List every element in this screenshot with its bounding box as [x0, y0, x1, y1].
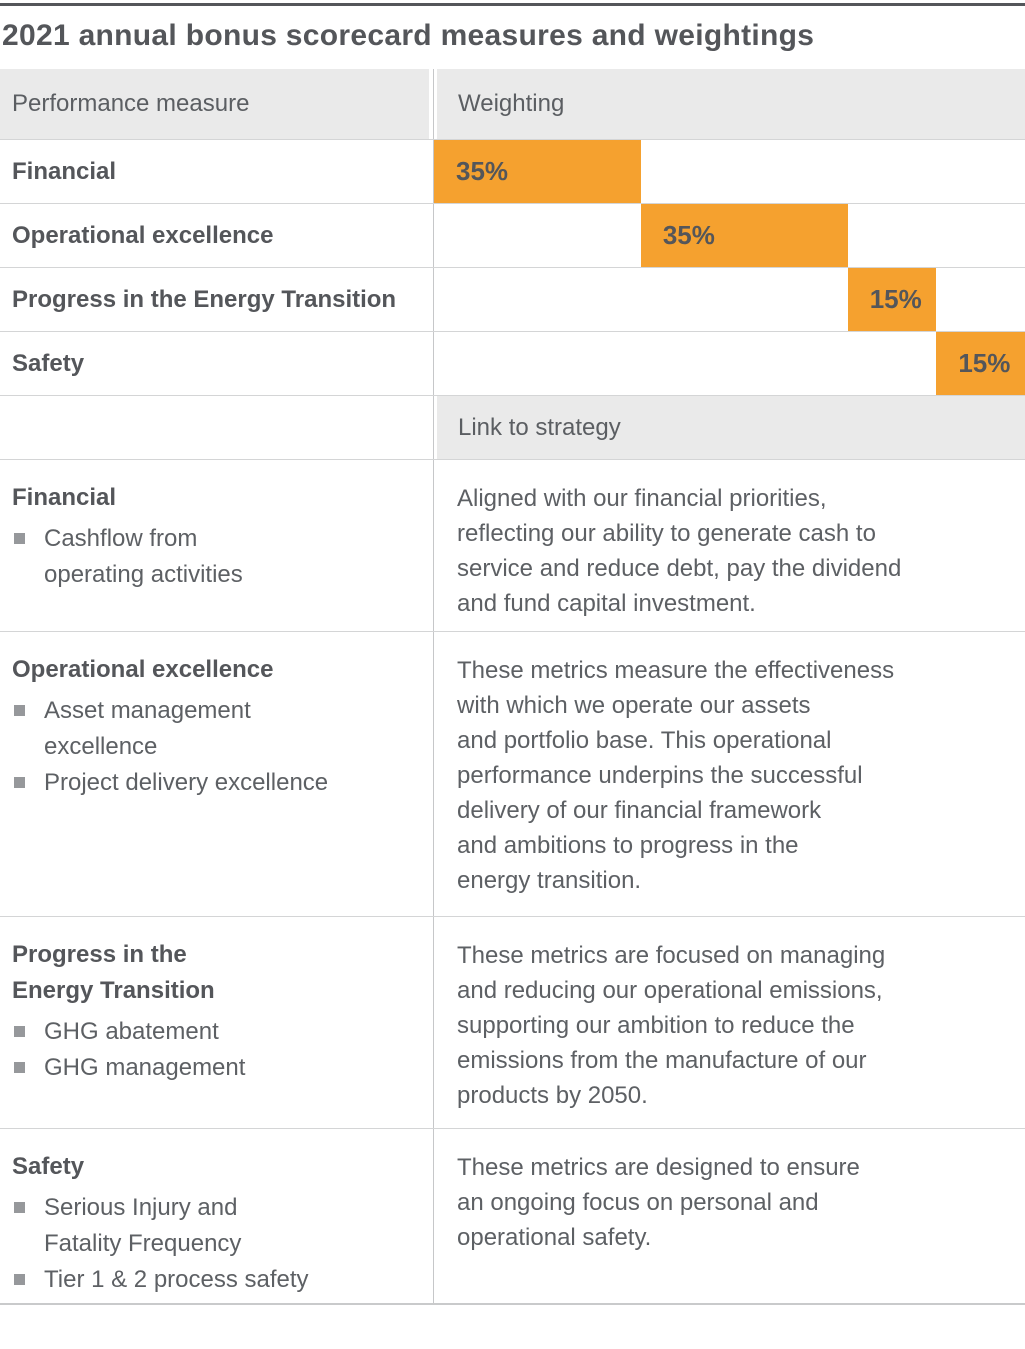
bar-row-financial: Financial 35% — [0, 139, 1025, 203]
strategy-text: Aligned with our financial priorities, r… — [457, 485, 902, 617]
square-bullet-icon — [14, 777, 25, 788]
weighting-bar-safety: 15% — [936, 332, 1025, 395]
weighting-header-cell: Weighting — [433, 69, 1025, 139]
bar-row-operational-excellence: Operational excellence 35% — [0, 203, 1025, 267]
measure-cell: Progress in the Energy Transition GHG ab… — [0, 917, 433, 1128]
square-bullet-icon — [14, 705, 25, 716]
bullet-text: Cashflow from operating activities — [44, 525, 243, 588]
measure-heading: Progress in the Energy Transition — [12, 941, 215, 1004]
detail-row-energy-transition: Progress in the Energy Transition GHG ab… — [0, 916, 1025, 1128]
bullet-text: GHG management — [44, 1054, 246, 1081]
bar-track: 35% — [433, 204, 1025, 267]
measure-bullet-list: Asset management excellence Project deli… — [12, 693, 423, 801]
bar-track: 15% — [433, 268, 1025, 331]
bullet-text: Project delivery excellence — [44, 769, 329, 796]
performance-measure-header-cell: Performance measure — [0, 69, 433, 139]
list-item: GHG management — [12, 1050, 423, 1086]
measure-bullet-list: GHG abatement GHG management — [12, 1014, 423, 1086]
bullet-text: Tier 1 & 2 process safety — [44, 1266, 309, 1293]
list-item: Serious Injury and Fatality Frequency — [12, 1190, 423, 1262]
table-header-row: Performance measure Weighting — [0, 69, 1025, 139]
bar-row-label: Operational excellence — [12, 221, 274, 249]
scorecard-table: Performance measure Weighting Financial … — [0, 69, 1025, 1305]
strategy-text: These metrics are focused on managing an… — [457, 942, 886, 1109]
weighting-bar-operational-excellence: 35% — [640, 204, 848, 267]
measure-cell: Financial Cashflow from operating activi… — [0, 460, 433, 631]
bar-row-energy-transition: Progress in the Energy Transition 15% — [0, 267, 1025, 331]
bar-row-label: Progress in the Energy Transition — [12, 285, 397, 313]
measure-heading: Safety — [12, 1153, 85, 1180]
detail-row-safety: Safety Serious Injury and Fatality Frequ… — [0, 1128, 1025, 1303]
detail-row-operational-excellence: Operational excellence Asset management … — [0, 631, 1025, 916]
measure-bullet-list: Serious Injury and Fatality Frequency Ti… — [12, 1190, 423, 1298]
detail-row-financial: Financial Cashflow from operating activi… — [0, 459, 1025, 631]
strategy-cell: Aligned with our financial priorities, r… — [433, 460, 1025, 631]
bar-row-label: Safety — [12, 349, 85, 377]
strategy-cell: These metrics are focused on managing an… — [433, 917, 1025, 1128]
measure-heading: Financial — [12, 484, 117, 511]
bar-row-safety: Safety 15% — [0, 331, 1025, 395]
link-to-strategy-cell: Link to strategy — [433, 396, 1025, 459]
bullet-text: GHG abatement — [44, 1018, 219, 1045]
square-bullet-icon — [14, 1202, 25, 1213]
weighting-bar-energy-transition: 15% — [847, 268, 937, 331]
weighting-value-label: 15% — [869, 284, 922, 314]
measure-cell: Operational excellence Asset management … — [0, 632, 433, 916]
bullet-text: Asset management excellence — [44, 697, 251, 760]
measure-bullet-list: Cashflow from operating activities — [12, 521, 423, 593]
link-to-strategy-label: Link to strategy — [437, 396, 1025, 459]
bullet-text: Serious Injury and Fatality Frequency — [44, 1194, 242, 1257]
list-item: Asset management excellence — [12, 693, 423, 765]
strategy-cell: These metrics measure the effectiveness … — [433, 632, 1025, 916]
list-item: Project delivery excellence — [12, 765, 423, 801]
strategy-text: These metrics are designed to ensure an … — [457, 1154, 860, 1251]
square-bullet-icon — [14, 1062, 25, 1073]
performance-measure-header-label: Performance measure — [0, 69, 429, 139]
list-item: GHG abatement — [12, 1014, 423, 1050]
square-bullet-icon — [14, 533, 25, 544]
strategy-text: These metrics measure the effectiveness … — [457, 657, 895, 894]
bar-track: 15% — [433, 332, 1025, 395]
weighting-header-label: Weighting — [437, 69, 1025, 139]
weighting-value-label: 15% — [958, 348, 1011, 378]
figure-title: 2021 annual bonus scorecard measures and… — [2, 19, 815, 52]
square-bullet-icon — [14, 1274, 25, 1285]
bar-track: 35% — [433, 140, 1025, 203]
list-item: Cashflow from operating activities — [12, 521, 423, 593]
empty-cell — [0, 396, 433, 459]
bar-row-label: Financial — [12, 157, 117, 185]
weighting-value-label: 35% — [456, 156, 509, 186]
weighting-bar-financial: 35% — [434, 140, 641, 203]
weighting-value-label: 35% — [662, 220, 715, 250]
measure-heading: Operational excellence — [12, 656, 274, 683]
list-item: Tier 1 & 2 process safety — [12, 1262, 423, 1298]
strategy-cell: These metrics are designed to ensure an … — [433, 1129, 1025, 1303]
measure-cell: Safety Serious Injury and Fatality Frequ… — [0, 1129, 433, 1303]
square-bullet-icon — [14, 1026, 25, 1037]
link-to-strategy-row: Link to strategy — [0, 395, 1025, 459]
top-rule — [0, 3, 1025, 6]
